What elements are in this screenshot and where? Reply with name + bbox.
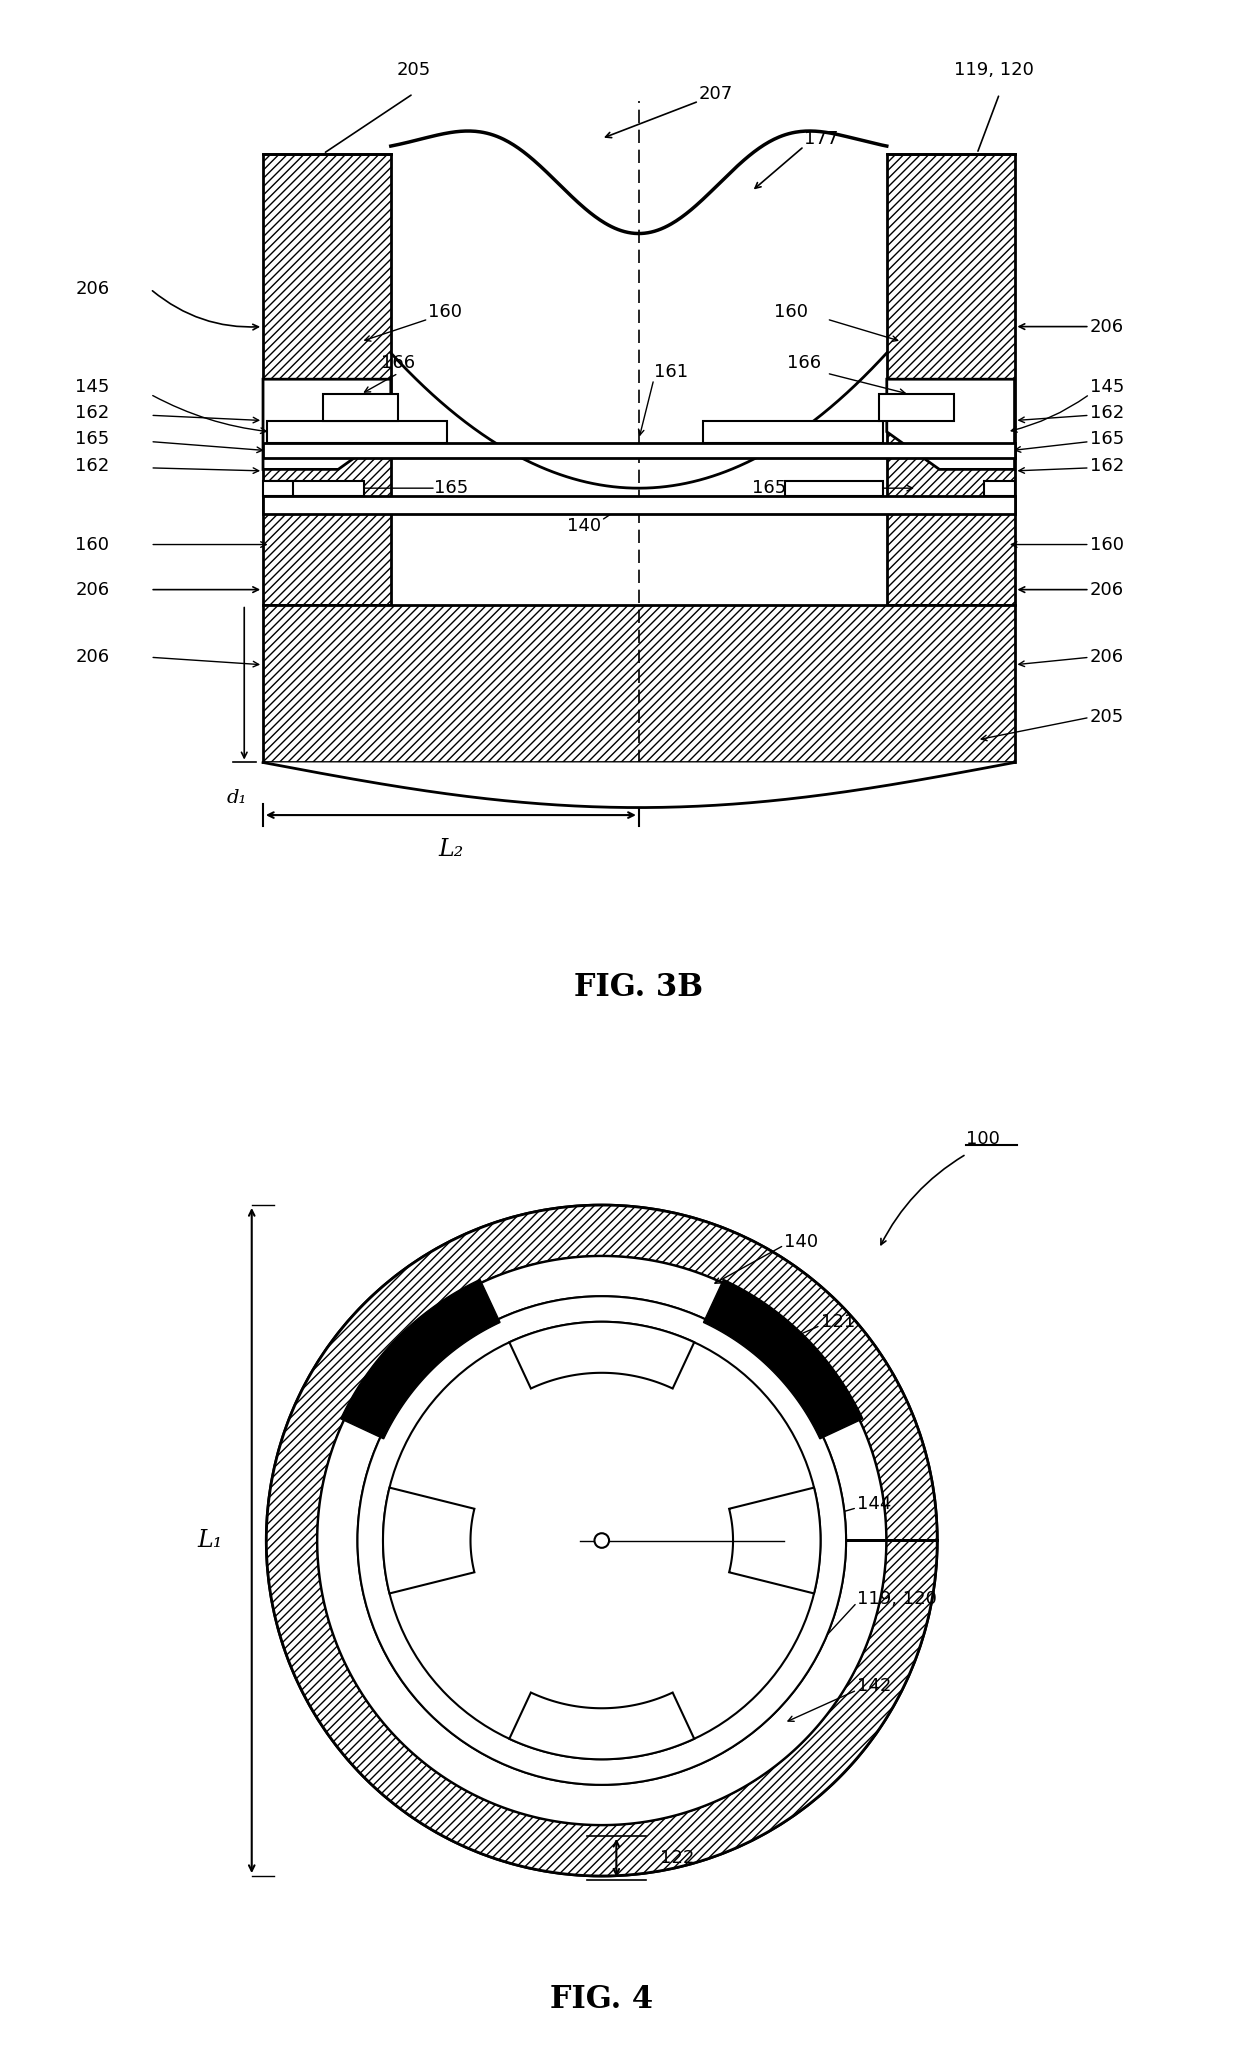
Text: 144: 144 (857, 1495, 892, 1514)
Text: 122: 122 (660, 1848, 694, 1866)
Text: 207: 207 (699, 84, 733, 103)
Text: 121: 121 (821, 1313, 854, 1331)
Bar (267, 420, 448, 443)
Bar (324, 394, 398, 420)
Circle shape (357, 1296, 846, 1784)
Text: 160: 160 (428, 304, 463, 320)
Text: 206: 206 (1090, 318, 1123, 336)
Bar (879, 394, 955, 420)
Text: FIG. 4: FIG. 4 (551, 1985, 653, 2016)
Text: 162: 162 (1090, 404, 1123, 423)
Polygon shape (263, 379, 391, 470)
Text: 166: 166 (381, 353, 415, 371)
Text: L₁: L₁ (197, 1530, 222, 1553)
Bar (887, 154, 1014, 605)
Polygon shape (263, 763, 1014, 808)
Text: 100: 100 (966, 1130, 1001, 1149)
Text: 205: 205 (1090, 708, 1123, 726)
Text: 165: 165 (751, 480, 786, 496)
Text: 165: 165 (76, 431, 109, 449)
Polygon shape (317, 1255, 887, 1825)
Text: 141: 141 (799, 1532, 833, 1549)
Text: 160: 160 (1090, 535, 1123, 554)
Polygon shape (263, 480, 293, 496)
Bar (263, 154, 391, 605)
Text: 119, 120: 119, 120 (857, 1590, 937, 1608)
Text: L₂: L₂ (438, 837, 464, 861)
Polygon shape (703, 1280, 863, 1440)
Text: 162: 162 (1090, 457, 1123, 474)
Text: 119, 120: 119, 120 (955, 62, 1034, 78)
Text: 142: 142 (857, 1678, 892, 1696)
Polygon shape (383, 1487, 475, 1594)
Polygon shape (985, 480, 1014, 496)
Polygon shape (267, 1206, 937, 1877)
Text: 160: 160 (76, 535, 109, 554)
Text: 140: 140 (784, 1233, 818, 1251)
Bar (703, 420, 883, 443)
Text: d₁: d₁ (227, 790, 247, 806)
Polygon shape (510, 1692, 694, 1760)
Text: 206: 206 (76, 648, 109, 667)
Text: 145: 145 (76, 377, 109, 396)
Bar (263, 605, 1014, 763)
Text: 162: 162 (76, 457, 109, 474)
Text: 162: 162 (76, 404, 109, 423)
Text: 206: 206 (1090, 648, 1123, 667)
Text: 145: 145 (1090, 377, 1125, 396)
Bar (263, 496, 1014, 515)
Polygon shape (729, 1487, 821, 1594)
Circle shape (267, 1206, 937, 1877)
Circle shape (383, 1321, 821, 1760)
Polygon shape (341, 1280, 500, 1440)
Circle shape (594, 1534, 609, 1549)
Bar (785, 480, 883, 496)
Text: 206: 206 (76, 580, 109, 599)
Text: 206: 206 (1090, 580, 1123, 599)
Text: 205: 205 (397, 62, 430, 78)
Text: 166: 166 (787, 353, 821, 371)
Text: 140: 140 (567, 517, 601, 535)
Bar (263, 443, 1014, 457)
Text: 165: 165 (434, 480, 467, 496)
Text: 160: 160 (774, 304, 808, 320)
Polygon shape (887, 379, 1014, 470)
Text: 161: 161 (653, 363, 688, 381)
Text: 177: 177 (804, 129, 838, 148)
Text: 165: 165 (1090, 431, 1123, 449)
Text: FIG. 3B: FIG. 3B (574, 972, 703, 1003)
Text: 206: 206 (76, 281, 109, 297)
Bar (267, 480, 365, 496)
Polygon shape (510, 1321, 694, 1389)
